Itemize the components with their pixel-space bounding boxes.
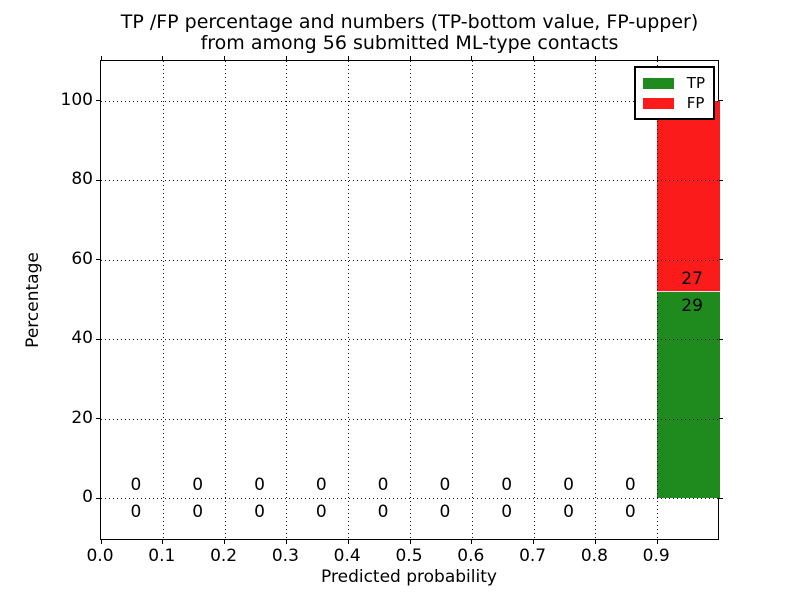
chart-title: TP /FP percentage and numbers (TP-bottom…	[100, 12, 719, 54]
annotation-tp-count: 0	[130, 502, 142, 523]
annotation-tp-count: 0	[563, 502, 574, 523]
plot-area: TP FP 0 0 0 0 0 0 0 0 0 0 0 0 0 0 0 0 0 0 27 29	[96, 56, 723, 544]
y-tick-label: 20	[71, 407, 93, 428]
grid-line-vertical	[348, 61, 350, 539]
y-tick-label: 100	[60, 89, 93, 110]
annotation-fp-count: 0	[254, 475, 265, 496]
x-tick-mark-bottom	[594, 540, 596, 544]
annotation-fp-count: 0	[563, 475, 574, 496]
x-tick-mark-top	[409, 56, 411, 60]
x-tick-mark-top	[594, 56, 596, 60]
legend-label-tp: TP	[686, 74, 705, 92]
bar-segment-fp	[657, 100, 720, 293]
x-tick-label: 0.7	[519, 546, 547, 566]
x-axis-label: Predicted probability	[321, 567, 497, 587]
x-tick-mark-bottom	[533, 540, 535, 544]
annotation-fp-count: 0	[501, 475, 513, 496]
y-tick-mark-left	[96, 179, 100, 181]
x-tick-label: 0.5	[395, 546, 423, 566]
annotation-fp-count: 0	[377, 475, 389, 496]
grid-line-vertical	[471, 61, 473, 539]
grid-line-horizontal	[101, 498, 718, 500]
x-tick-mark-bottom	[100, 540, 102, 544]
grid-line-horizontal	[101, 259, 718, 261]
x-tick-label: 0.9	[642, 546, 670, 566]
legend-entry-fp: FP	[642, 93, 705, 113]
x-tick-label: 0.4	[333, 546, 361, 566]
legend-label-fp: FP	[686, 94, 705, 112]
annotation-tp-count: 0	[377, 502, 389, 523]
y-tick-label: 0	[82, 487, 93, 508]
y-tick-mark-right	[719, 100, 723, 102]
annotation-tp-count: 0	[315, 502, 327, 523]
bar-segment-tp	[657, 292, 720, 499]
grid-line-vertical	[224, 61, 226, 539]
annotation-fp-count: 0	[192, 475, 204, 496]
grid-line-vertical	[410, 61, 411, 539]
x-tick-mark-top	[656, 56, 658, 60]
legend-swatch-tp	[642, 77, 674, 89]
annotation-tp-count: 0	[254, 502, 265, 523]
grid-line-horizontal	[101, 339, 718, 341]
x-tick-mark-bottom	[409, 540, 411, 544]
chart-title-line2: from among 56 submitted ML-type contacts	[200, 32, 619, 54]
grid-line-vertical	[657, 61, 659, 539]
x-tick-mark-top	[533, 56, 535, 60]
x-tick-mark-top	[471, 56, 473, 60]
y-tick-label: 80	[71, 169, 93, 190]
legend-swatch-fp	[642, 97, 674, 109]
annotation-tp-count: 0	[192, 502, 204, 523]
grid-line-vertical	[595, 61, 597, 539]
y-tick-mark-left	[96, 100, 100, 102]
annotation-tp-count: 0	[439, 502, 451, 523]
legend: TP FP	[633, 66, 715, 120]
grid-line-horizontal	[101, 180, 718, 182]
chart-title-line1: TP /FP percentage and numbers (TP-bottom…	[120, 11, 699, 33]
annotation-fp-count: 0	[624, 475, 636, 496]
y-tick-mark-right	[719, 497, 723, 499]
x-tick-mark-bottom	[471, 540, 473, 544]
y-tick-mark-left	[96, 497, 100, 499]
bar-stack-separator	[657, 291, 720, 293]
annotation-tp-count: 0	[501, 502, 513, 523]
x-tick-label: 0.3	[271, 546, 299, 566]
y-tick-mark-left	[96, 418, 100, 420]
grid-line-vertical	[533, 61, 535, 539]
y-tick-mark-right	[719, 179, 723, 181]
y-tick-mark-right	[719, 259, 723, 261]
x-tick-mark-bottom	[224, 540, 226, 544]
x-tick-mark-top	[285, 56, 287, 60]
grid-line-horizontal	[101, 418, 718, 420]
legend-entry-tp: TP	[642, 73, 705, 93]
y-tick-label: 40	[71, 328, 93, 349]
x-tick-mark-top	[162, 56, 164, 60]
x-tick-mark-bottom	[656, 540, 658, 544]
grid-line-vertical	[162, 61, 164, 539]
y-tick-mark-right	[719, 338, 723, 340]
x-tick-label: 0.1	[148, 546, 176, 566]
x-tick-mark-top	[100, 56, 102, 60]
y-tick-mark-left	[96, 338, 100, 340]
annotation-tp-count: 0	[624, 502, 636, 523]
x-tick-mark-bottom	[162, 540, 164, 544]
y-tick-label: 60	[71, 248, 93, 269]
annotation-fp-count: 0	[315, 475, 327, 496]
y-tick-mark-right	[719, 418, 723, 420]
annotation-tp-count: 29	[681, 296, 703, 317]
x-tick-mark-top	[224, 56, 226, 60]
x-tick-label: 0.8	[580, 546, 608, 566]
x-tick-mark-bottom	[285, 540, 287, 544]
annotation-fp-count: 0	[130, 475, 142, 496]
annotation-fp-count: 27	[681, 269, 703, 290]
grid-line-horizontal	[101, 100, 718, 102]
x-tick-label: 0.2	[210, 546, 238, 566]
y-tick-mark-left	[96, 259, 100, 261]
x-tick-label: 0.0	[86, 546, 114, 566]
x-tick-label: 0.6	[457, 546, 485, 566]
x-tick-mark-bottom	[347, 540, 349, 544]
x-tick-mark-top	[347, 56, 349, 60]
annotation-fp-count: 0	[439, 475, 451, 496]
grid-line-vertical	[286, 61, 288, 539]
